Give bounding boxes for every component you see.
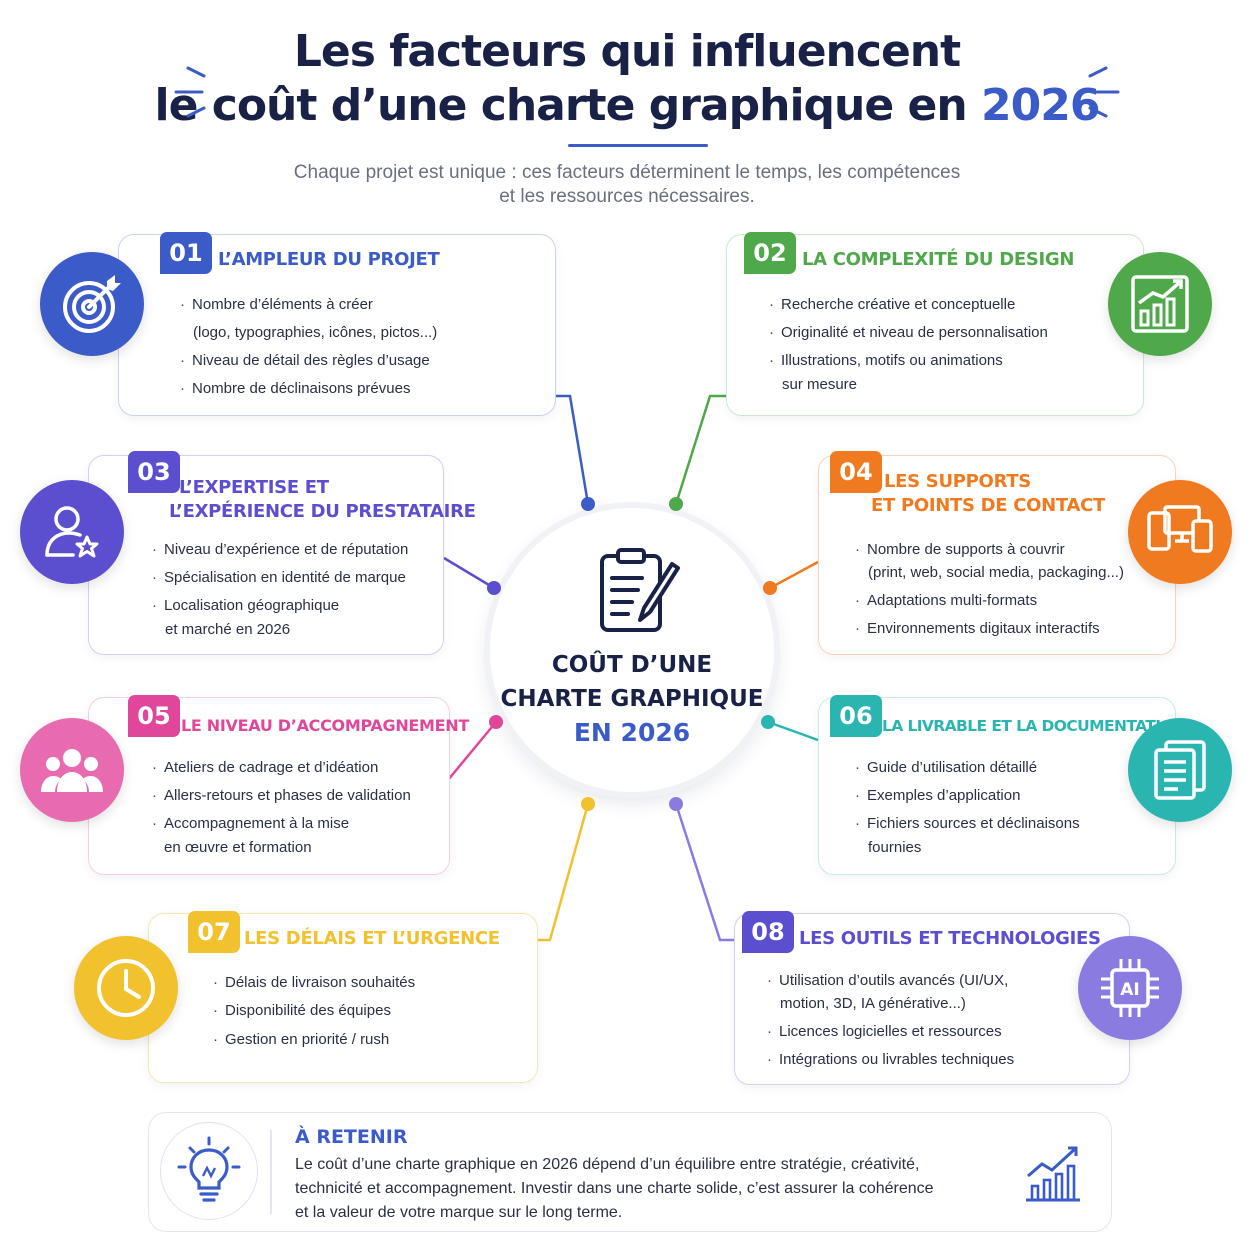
retain-box bbox=[148, 1112, 1112, 1232]
factor-title-02: LA COMPLEXITÉ DU DESIGN bbox=[802, 249, 1075, 270]
factor-06-item-2: · Exemples d’application bbox=[855, 787, 1021, 804]
factor-01-item-1: · Nombre d’éléments à créer bbox=[180, 296, 373, 313]
page-title-line2: le coût d’une charte graphique en 2026 bbox=[0, 78, 1254, 134]
left-sparkle-icon bbox=[174, 66, 206, 118]
connector-02 bbox=[674, 394, 726, 505]
lightbulb-icon bbox=[160, 1122, 258, 1220]
factor-title-05: LE NIVEAU D’ACCOMPAGNEMENT bbox=[181, 716, 470, 735]
factor-06-item-3: · Fichiers sources et déclinaisons bbox=[855, 815, 1080, 832]
center-title-line2: CHARTE GRAPHIQUE bbox=[500, 686, 764, 712]
user-star-icon bbox=[20, 480, 124, 584]
factor-02-item-3: · Illustrations, motifs ou animations bbox=[769, 352, 1003, 369]
factor-03-item-2: · Spécialisation en identité de marque bbox=[152, 569, 406, 586]
document-icon bbox=[1128, 718, 1232, 822]
factor-07-item-2: · Disponibilité des équipes bbox=[213, 1002, 391, 1019]
retain-text-line3: et la valeur de votre marque sur le long… bbox=[295, 1204, 623, 1221]
factor-08-item-3: · Intégrations ou livrables techniques bbox=[767, 1051, 1015, 1068]
factor-number-06: 06 bbox=[830, 695, 882, 737]
factor-05-item-3: · Accompagnement à la mise bbox=[152, 815, 350, 832]
right-sparkle-icon bbox=[1088, 66, 1120, 118]
factor-02-item-1: · Recherche créative et conceptuelle bbox=[769, 296, 1016, 313]
factor-number-01: 01 bbox=[160, 232, 212, 274]
connector-01 bbox=[554, 394, 590, 505]
team-icon bbox=[20, 718, 124, 822]
factor-number-07: 07 bbox=[188, 911, 240, 953]
factor-title-08: LES OUTILS ET TECHNOLOGIES bbox=[799, 928, 1101, 949]
page-title-line1: Les facteurs qui influencent bbox=[293, 26, 961, 77]
factor-number-05: 05 bbox=[128, 695, 180, 737]
factor-number-08: 08 bbox=[742, 911, 794, 953]
factor-04-item-2: · Adaptations multi-formats bbox=[855, 592, 1038, 609]
connector-05 bbox=[447, 721, 497, 781]
center-title-line3: EN 2026 bbox=[573, 718, 691, 747]
subtitle-line2: et les ressources nécessaires. bbox=[499, 186, 755, 207]
factor-02-item-3b: sur mesure bbox=[782, 376, 858, 393]
factor-08-item-1: · Utilisation d’outils avancés (UI/UX, bbox=[767, 972, 1009, 989]
factor-04-item-1b: (print, web, social media, packaging...) bbox=[868, 564, 1124, 581]
ai-chip-icon: AI bbox=[1078, 936, 1182, 1040]
factor-04-item-1: · Nombre de supports à couvrir bbox=[855, 541, 1065, 558]
factor-07-item-1: · Délais de livraison souhaités bbox=[213, 974, 416, 991]
factor-04-item-3: · Environnements digitaux interactifs bbox=[855, 620, 1100, 637]
retain-text-line2: technicité et accompagnement. Investir d… bbox=[295, 1180, 934, 1197]
factor-01-item-2: · Niveau de détail des règles d’usage bbox=[180, 352, 430, 369]
factor-title-07: LES DÉLAIS ET L’URGENCE bbox=[244, 928, 500, 949]
connector-07 bbox=[536, 803, 590, 942]
factor-03-item-3b: et marché en 2026 bbox=[165, 621, 291, 638]
center-dashed-ring bbox=[485, 503, 779, 797]
clock-icon bbox=[74, 936, 178, 1040]
factor-number-03: 03 bbox=[128, 451, 180, 493]
factor-05-item-3b: en œuvre et formation bbox=[164, 839, 312, 856]
center-title-line1: COÛT D’UNE bbox=[551, 652, 713, 678]
devices-icon bbox=[1128, 480, 1232, 584]
connector-04 bbox=[769, 560, 819, 590]
factor-05-item-2: · Allers-retours et phases de validation bbox=[152, 787, 411, 804]
ai-chip-label: AI bbox=[1120, 980, 1139, 1000]
factor-01-item-3: · Nombre de déclinaisons prévues bbox=[180, 380, 411, 397]
connector-06 bbox=[767, 720, 819, 742]
factor-title-03-line1: L’EXPERTISE ET bbox=[179, 477, 329, 498]
factor-06-item-1: · Guide d’utilisation détaillé bbox=[855, 759, 1038, 776]
factor-02-item-2: · Originalité et niveau de personnalisati… bbox=[769, 324, 1048, 341]
factor-title-03-line2: L’EXPÉRIENCE DU PRESTATAIRE bbox=[169, 501, 476, 522]
page-title-year: 2026 bbox=[981, 80, 1100, 131]
retain-text-line1: Le coût d’une charte graphique en 2026 d… bbox=[295, 1156, 920, 1173]
target-icon bbox=[40, 252, 144, 356]
connector-08 bbox=[674, 803, 734, 942]
page-title-text: le coût d’une charte graphique en bbox=[154, 80, 968, 131]
growth-chart-icon bbox=[1108, 252, 1212, 356]
title-underline bbox=[568, 144, 708, 147]
factor-03-item-1: · Niveau d’expérience et de réputation bbox=[152, 541, 409, 558]
factor-07-item-3: · Gestion en priorité / rush bbox=[213, 1031, 390, 1048]
factor-number-04: 04 bbox=[830, 451, 882, 493]
factor-title-04-line1: LES SUPPORTS bbox=[884, 471, 1031, 492]
factor-08-item-1b: motion, 3D, IA générative...) bbox=[780, 995, 966, 1012]
retain-title: À RETENIR bbox=[295, 1126, 408, 1148]
clipboard-pencil-icon bbox=[600, 548, 680, 632]
factor-08-item-2: · Licences logicielles et ressources bbox=[767, 1023, 1002, 1040]
factor-title-06: LA LIVRABLE ET LA DOCUMENTATION bbox=[882, 717, 1186, 735]
factor-06-item-3b: fournies bbox=[868, 839, 922, 856]
subtitle-line1: Chaque projet est unique : ces facteurs … bbox=[293, 162, 961, 183]
factor-title-01: L’AMPLEUR DU PROJET bbox=[218, 249, 440, 270]
retain-divider bbox=[270, 1130, 272, 1214]
connector-03 bbox=[443, 556, 495, 590]
factor-number-02: 02 bbox=[744, 232, 796, 274]
factor-card-08 bbox=[734, 913, 1130, 1085]
retain-growth-chart-icon bbox=[1026, 1146, 1080, 1202]
factor-03-item-3: · Localisation géographique bbox=[152, 597, 340, 614]
factor-01-item-1b: (logo, typographies, icônes, pictos...) bbox=[193, 324, 438, 341]
factor-title-04-line2: ET POINTS DE CONTACT bbox=[871, 495, 1105, 516]
factor-05-item-1: · Ateliers de cadrage et d’idéation bbox=[152, 759, 379, 776]
